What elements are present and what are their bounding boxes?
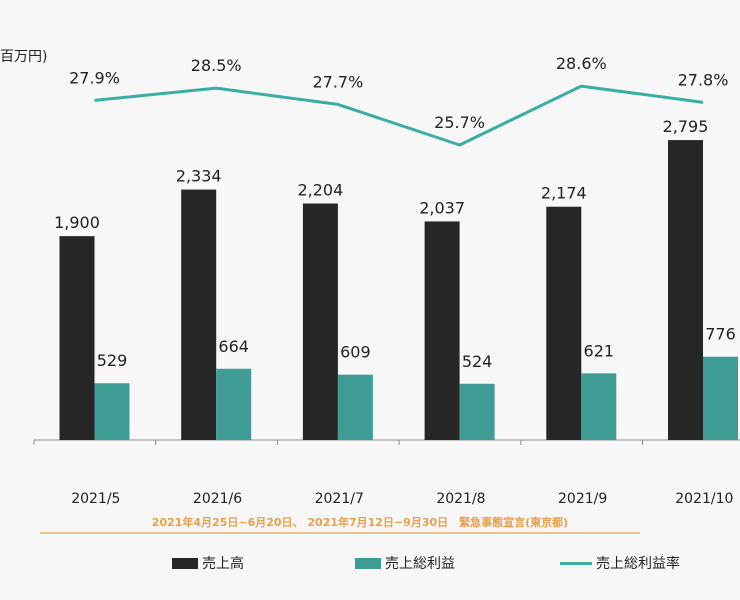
data-label-sales: 2,334 <box>176 167 222 186</box>
legend-item-margin: 売上総利益率 <box>560 553 680 573</box>
data-label-sales: 1,900 <box>54 213 100 232</box>
x-tick-label: 2021/6 <box>193 491 242 507</box>
legend-label-margin: 売上総利益率 <box>596 556 680 572</box>
data-label-gross-profit: 529 <box>97 351 128 370</box>
data-label-margin: 28.6% <box>556 54 607 73</box>
data-label-margin: 27.8% <box>678 70 729 89</box>
data-label-gross-profit: 524 <box>462 352 493 371</box>
legend: 売上高 売上総利益 売上総利益率 <box>0 553 740 573</box>
line-margin <box>94 84 704 147</box>
x-tick-label: 2021/5 <box>71 491 120 507</box>
data-label-sales: 2,795 <box>663 117 709 136</box>
x-tick-label: 2021/10 <box>675 491 733 507</box>
legend-label-sales: 売上高 <box>202 556 244 572</box>
bar-sales <box>302 203 338 440</box>
legend-label-gross-profit: 売上総利益 <box>385 556 455 572</box>
bar-gross-profit <box>337 374 373 440</box>
bar-sales <box>668 140 703 440</box>
bar-sales <box>424 221 460 440</box>
bar-gross-profit <box>94 383 130 440</box>
data-label-margin: 28.5% <box>191 56 242 75</box>
bar-gross-profit <box>581 373 617 440</box>
data-label-margin: 27.7% <box>312 72 363 91</box>
data-label-margin: 27.9% <box>69 68 120 87</box>
x-tick-label: 2021/7 <box>315 491 364 507</box>
legend-item-gross-profit: 売上総利益 <box>355 553 455 573</box>
bar-sales <box>546 206 582 440</box>
legend-swatch-gross-profit <box>355 557 381 569</box>
data-label-gross-profit: 664 <box>218 337 249 356</box>
bar-gross-profit <box>703 356 738 440</box>
data-label-gross-profit: 609 <box>340 343 371 362</box>
data-label-gross-profit: 621 <box>584 341 615 360</box>
bar-gross-profit <box>216 368 252 440</box>
bar-gross-profit <box>459 383 495 440</box>
legend-line-margin <box>560 561 592 565</box>
legend-swatch-sales <box>172 557 198 569</box>
x-tick-label: 2021/8 <box>436 491 485 507</box>
bar-sales <box>59 236 95 440</box>
data-label-sales: 2,037 <box>419 198 465 217</box>
x-tick-label: 2021/9 <box>558 491 607 507</box>
unit-label: 百万円) <box>0 49 48 65</box>
emergency-annotation: 2021年4月25日~6月20日、 2021年7月12日~9月30日 緊急事態宣… <box>152 515 568 529</box>
bar-sales <box>181 189 217 440</box>
combo-chart: 1,900 529 2021/5 27.9% 2,334 664 2021/6 28.5% 2,… <box>33 54 740 534</box>
data-label-sales: 2,204 <box>297 181 343 200</box>
data-label-sales: 2,174 <box>541 184 587 203</box>
data-label-margin: 25.7% <box>434 113 485 132</box>
data-label-gross-profit: 776 <box>705 325 736 344</box>
legend-item-sales: 売上高 <box>172 553 244 573</box>
